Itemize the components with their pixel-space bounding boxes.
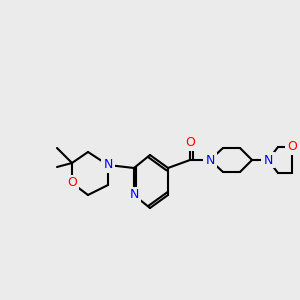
Text: O: O [67,176,77,190]
Text: O: O [185,136,195,149]
Text: N: N [129,188,139,202]
Text: N: N [205,154,215,166]
Text: N: N [263,154,273,166]
Text: O: O [287,140,297,154]
Text: N: N [103,158,113,172]
